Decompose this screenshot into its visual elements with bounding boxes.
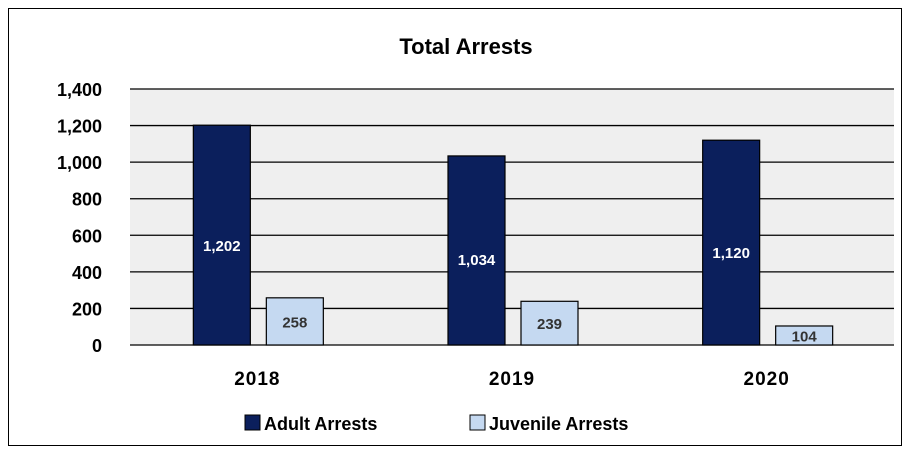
- data-label-adult: 1,202: [203, 238, 241, 255]
- y-tick-label: 1,000: [57, 153, 102, 173]
- legend-swatch-adult: [244, 414, 261, 431]
- data-label-juvenile: 104: [792, 328, 818, 345]
- y-tick-label: 200: [72, 299, 102, 319]
- y-tick-label: 0: [92, 336, 102, 356]
- x-tick-label: 2019: [489, 369, 535, 390]
- legend-swatch-juvenile: [469, 414, 486, 431]
- y-axis-ticks: 0 200 400 600 800 1,000 1,200 1,400: [57, 80, 102, 356]
- legend-label-adult: Adult Arrests: [264, 414, 377, 434]
- x-axis-ticks: 2018 2019 2020: [234, 369, 790, 390]
- y-tick-label: 600: [72, 226, 102, 246]
- x-tick-label: 2020: [744, 369, 790, 390]
- bar-juvenile-2018: [265, 297, 324, 346]
- gridlines: [130, 88, 894, 346]
- plot-area: [130, 89, 894, 345]
- bar-juvenile-2020: [775, 325, 834, 346]
- legend: Adult Arrests Juvenile Arrests: [244, 414, 628, 434]
- data-label-adult: 1,034: [458, 252, 496, 269]
- y-tick-label: 800: [72, 190, 102, 210]
- data-label-juvenile: 258: [282, 314, 307, 331]
- bar-juvenile-2019: [520, 300, 579, 346]
- bar-adult-2018: [192, 124, 251, 346]
- bar-adult-2019: [447, 155, 506, 346]
- data-label-juvenile: 239: [537, 316, 562, 333]
- data-labels: 1,202 258 1,034 239 1,120 104: [203, 238, 817, 345]
- legend-label-juvenile: Juvenile Arrests: [489, 414, 628, 434]
- y-tick-label: 1,400: [57, 80, 102, 100]
- chart-title: Total Arrests: [399, 34, 532, 59]
- x-tick-label: 2018: [234, 369, 280, 390]
- y-tick-label: 400: [72, 263, 102, 283]
- bars: [192, 124, 834, 346]
- bar-adult-2020: [702, 139, 761, 346]
- y-tick-label: 1,200: [57, 117, 102, 137]
- data-label-adult: 1,120: [712, 245, 750, 262]
